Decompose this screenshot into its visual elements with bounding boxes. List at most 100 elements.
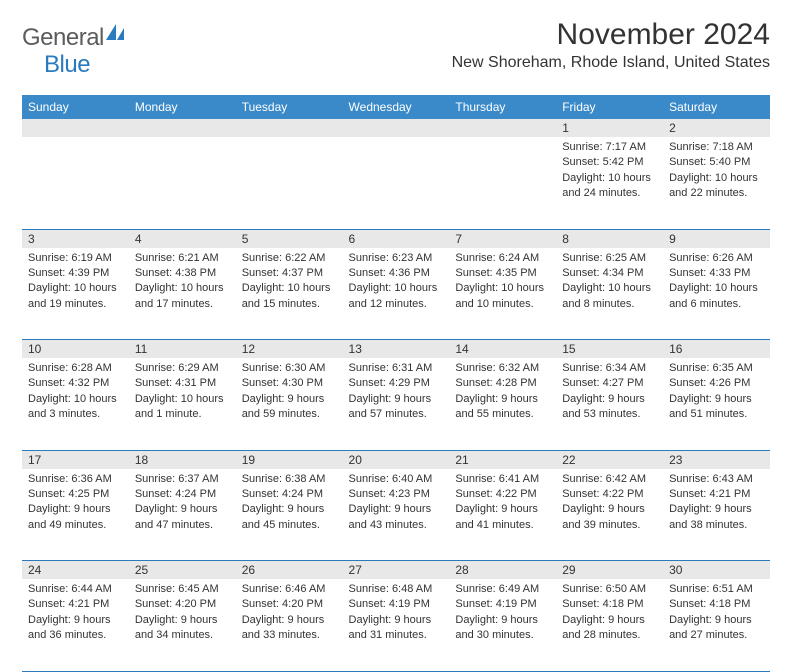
daylight-text-1: Daylight: 9 hours — [455, 613, 550, 628]
daylight-text-2: and 17 minutes. — [135, 297, 230, 312]
weekday-header: Thursday — [449, 95, 556, 119]
daylight-text-1: Daylight: 9 hours — [135, 613, 230, 628]
sunrise-text: Sunrise: 6:32 AM — [455, 361, 550, 376]
sunset-text: Sunset: 4:29 PM — [349, 376, 444, 391]
sunrise-text: Sunrise: 6:38 AM — [242, 472, 337, 487]
sunrise-text: Sunrise: 6:22 AM — [242, 251, 337, 266]
sunset-text: Sunset: 4:20 PM — [242, 597, 337, 612]
sunrise-text: Sunrise: 6:40 AM — [349, 472, 444, 487]
day-number-cell: 6 — [343, 229, 450, 248]
day-content-cell: Sunrise: 6:35 AMSunset: 4:26 PMDaylight:… — [663, 358, 770, 450]
day-number-cell: 1 — [556, 119, 663, 137]
day-content-cell — [236, 137, 343, 229]
day-number-cell: 9 — [663, 229, 770, 248]
sunset-text: Sunset: 4:26 PM — [669, 376, 764, 391]
sunset-text: Sunset: 4:23 PM — [349, 487, 444, 502]
sunset-text: Sunset: 4:18 PM — [669, 597, 764, 612]
daylight-text-2: and 39 minutes. — [562, 518, 657, 533]
day-number-cell: 12 — [236, 340, 343, 359]
daylight-text-1: Daylight: 9 hours — [455, 392, 550, 407]
sunset-text: Sunset: 4:18 PM — [562, 597, 657, 612]
daylight-text-2: and 6 minutes. — [669, 297, 764, 312]
daylight-text-2: and 28 minutes. — [562, 628, 657, 643]
daylight-text-1: Daylight: 9 hours — [242, 613, 337, 628]
sunrise-text: Sunrise: 6:29 AM — [135, 361, 230, 376]
day-number-cell: 20 — [343, 450, 450, 469]
sunset-text: Sunset: 4:25 PM — [28, 487, 123, 502]
sunrise-text: Sunrise: 6:34 AM — [562, 361, 657, 376]
daylight-text-1: Daylight: 9 hours — [242, 392, 337, 407]
sunrise-text: Sunrise: 6:31 AM — [349, 361, 444, 376]
sunrise-text: Sunrise: 6:48 AM — [349, 582, 444, 597]
daylight-text-2: and 34 minutes. — [135, 628, 230, 643]
day-number-cell: 3 — [22, 229, 129, 248]
sunset-text: Sunset: 4:37 PM — [242, 266, 337, 281]
day-content-row: Sunrise: 6:36 AMSunset: 4:25 PMDaylight:… — [22, 469, 770, 561]
daylight-text-1: Daylight: 9 hours — [669, 392, 764, 407]
daylight-text-2: and 19 minutes. — [28, 297, 123, 312]
day-number-cell: 24 — [22, 561, 129, 580]
day-number-cell: 25 — [129, 561, 236, 580]
daylight-text-1: Daylight: 10 hours — [669, 171, 764, 186]
day-number-row: 24252627282930 — [22, 561, 770, 580]
sunset-text: Sunset: 4:35 PM — [455, 266, 550, 281]
sunset-text: Sunset: 4:28 PM — [455, 376, 550, 391]
daylight-text-1: Daylight: 10 hours — [135, 281, 230, 296]
day-content-cell: Sunrise: 6:36 AMSunset: 4:25 PMDaylight:… — [22, 469, 129, 561]
daylight-text-2: and 43 minutes. — [349, 518, 444, 533]
daylight-text-1: Daylight: 9 hours — [455, 502, 550, 517]
daylight-text-2: and 41 minutes. — [455, 518, 550, 533]
day-content-cell — [343, 137, 450, 229]
sunrise-text: Sunrise: 6:50 AM — [562, 582, 657, 597]
daylight-text-2: and 33 minutes. — [242, 628, 337, 643]
day-number-cell: 19 — [236, 450, 343, 469]
daylight-text-2: and 1 minute. — [135, 407, 230, 422]
daylight-text-2: and 45 minutes. — [242, 518, 337, 533]
sunset-text: Sunset: 4:30 PM — [242, 376, 337, 391]
day-number-row: 17181920212223 — [22, 450, 770, 469]
sunrise-text: Sunrise: 7:17 AM — [562, 140, 657, 155]
daylight-text-1: Daylight: 10 hours — [28, 281, 123, 296]
day-number-row: 3456789 — [22, 229, 770, 248]
sunset-text: Sunset: 4:34 PM — [562, 266, 657, 281]
day-number-row: 12 — [22, 119, 770, 137]
sunrise-text: Sunrise: 6:19 AM — [28, 251, 123, 266]
daylight-text-1: Daylight: 9 hours — [669, 613, 764, 628]
day-content-cell: Sunrise: 6:37 AMSunset: 4:24 PMDaylight:… — [129, 469, 236, 561]
daylight-text-1: Daylight: 10 hours — [135, 392, 230, 407]
sunset-text: Sunset: 4:20 PM — [135, 597, 230, 612]
day-content-cell: Sunrise: 6:51 AMSunset: 4:18 PMDaylight:… — [663, 579, 770, 671]
daylight-text-2: and 36 minutes. — [28, 628, 123, 643]
daylight-text-1: Daylight: 9 hours — [349, 613, 444, 628]
day-number-cell: 18 — [129, 450, 236, 469]
sunrise-text: Sunrise: 6:25 AM — [562, 251, 657, 266]
day-content-cell: Sunrise: 6:41 AMSunset: 4:22 PMDaylight:… — [449, 469, 556, 561]
sunrise-text: Sunrise: 6:41 AM — [455, 472, 550, 487]
day-number-cell: 22 — [556, 450, 663, 469]
day-number-cell: 8 — [556, 229, 663, 248]
day-content-cell: Sunrise: 6:40 AMSunset: 4:23 PMDaylight:… — [343, 469, 450, 561]
day-content-cell: Sunrise: 6:30 AMSunset: 4:30 PMDaylight:… — [236, 358, 343, 450]
day-content-cell: Sunrise: 6:42 AMSunset: 4:22 PMDaylight:… — [556, 469, 663, 561]
sunrise-text: Sunrise: 6:46 AM — [242, 582, 337, 597]
sunset-text: Sunset: 4:33 PM — [669, 266, 764, 281]
logo: General Blue — [22, 24, 126, 87]
daylight-text-2: and 30 minutes. — [455, 628, 550, 643]
sunset-text: Sunset: 4:19 PM — [349, 597, 444, 612]
sunrise-text: Sunrise: 6:37 AM — [135, 472, 230, 487]
weekday-header: Tuesday — [236, 95, 343, 119]
sunset-text: Sunset: 4:22 PM — [562, 487, 657, 502]
sunset-text: Sunset: 4:39 PM — [28, 266, 123, 281]
daylight-text-2: and 51 minutes. — [669, 407, 764, 422]
weekday-header-row: Sunday Monday Tuesday Wednesday Thursday… — [22, 95, 770, 119]
day-content-cell: Sunrise: 6:26 AMSunset: 4:33 PMDaylight:… — [663, 248, 770, 340]
weekday-header: Sunday — [22, 95, 129, 119]
daylight-text-1: Daylight: 9 hours — [562, 613, 657, 628]
day-number-cell: 23 — [663, 450, 770, 469]
location-text: New Shoreham, Rhode Island, United State… — [452, 54, 770, 72]
day-content-cell: Sunrise: 6:21 AMSunset: 4:38 PMDaylight:… — [129, 248, 236, 340]
sunrise-text: Sunrise: 6:23 AM — [349, 251, 444, 266]
day-content-row: Sunrise: 6:19 AMSunset: 4:39 PMDaylight:… — [22, 248, 770, 340]
day-content-cell: Sunrise: 6:45 AMSunset: 4:20 PMDaylight:… — [129, 579, 236, 671]
day-number-cell: 27 — [343, 561, 450, 580]
